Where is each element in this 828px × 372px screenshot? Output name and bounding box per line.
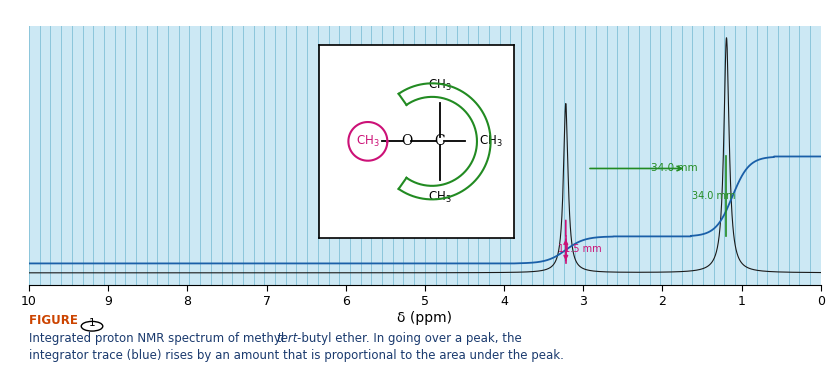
Text: 1: 1: [89, 318, 95, 328]
Text: C: C: [434, 134, 445, 148]
Text: integrator trace (blue) rises by an amount that is proportional to the area unde: integrator trace (blue) rises by an amou…: [29, 349, 563, 362]
Text: 34.0 mm: 34.0 mm: [651, 163, 697, 173]
Text: CH$_3$: CH$_3$: [479, 134, 502, 149]
Text: CH$_3$: CH$_3$: [427, 190, 451, 205]
Text: CH$_3$: CH$_3$: [427, 78, 451, 93]
Text: O: O: [401, 134, 412, 148]
Text: Integrated proton NMR spectrum of methyl: Integrated proton NMR spectrum of methyl: [29, 332, 287, 345]
Text: FIGURE: FIGURE: [29, 314, 82, 327]
Text: 34.0 mm: 34.0 mm: [691, 192, 735, 202]
Text: CH$_3$: CH$_3$: [355, 134, 379, 149]
Text: -butyl ether. In going over a peak, the: -butyl ether. In going over a peak, the: [296, 332, 521, 345]
X-axis label: δ (ppm): δ (ppm): [397, 311, 452, 325]
Text: 11.5 mm: 11.5 mm: [557, 244, 601, 254]
Text: tert: tert: [276, 332, 297, 345]
